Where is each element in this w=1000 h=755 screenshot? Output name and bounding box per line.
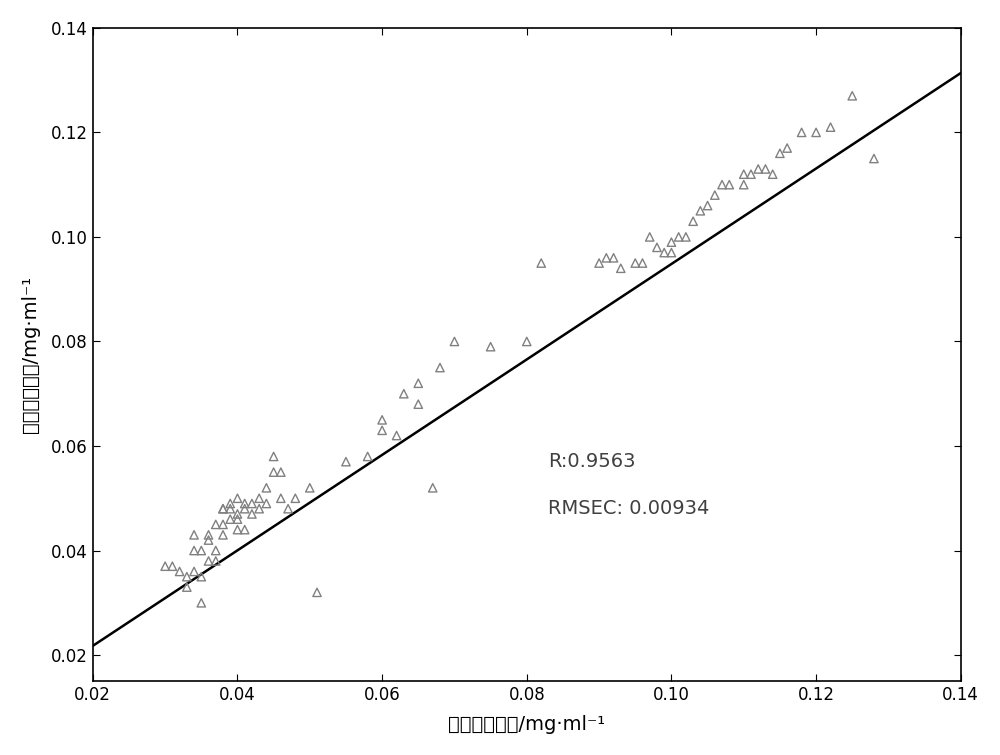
Point: [844, 90, 860, 102]
Point: [765, 168, 781, 180]
Point: [258, 482, 274, 494]
Point: [280, 503, 296, 515]
Point: [215, 503, 231, 515]
Point: [389, 430, 405, 442]
Point: [692, 205, 708, 217]
Point: [258, 498, 274, 510]
Point: [251, 492, 267, 504]
Point: [700, 199, 716, 211]
Point: [425, 482, 441, 494]
Point: [193, 596, 209, 609]
Point: [215, 503, 231, 515]
Point: [613, 262, 629, 274]
Point: [338, 455, 354, 467]
Y-axis label: 绿原酸预测值/mg·ml⁻¹: 绿原酸预测值/mg·ml⁻¹: [21, 276, 40, 433]
Point: [244, 498, 260, 510]
Point: [627, 257, 643, 269]
Point: [663, 236, 679, 248]
Point: [215, 519, 231, 531]
Point: [396, 387, 412, 399]
Point: [266, 451, 282, 463]
Point: [208, 544, 224, 556]
Point: [743, 168, 759, 180]
Point: [374, 424, 390, 436]
Point: [533, 257, 549, 269]
Text: RMSEC: 0.00934: RMSEC: 0.00934: [548, 499, 710, 518]
Point: [808, 126, 824, 138]
Point: [750, 163, 766, 175]
Point: [179, 571, 195, 583]
Point: [374, 414, 390, 426]
Point: [266, 466, 282, 478]
Point: [649, 242, 665, 254]
Point: [186, 565, 202, 578]
Point: [432, 362, 448, 374]
Point: [656, 247, 672, 259]
Point: [779, 142, 795, 154]
Point: [186, 528, 202, 541]
Point: [229, 513, 245, 525]
Point: [519, 335, 535, 347]
Point: [244, 508, 260, 520]
Point: [772, 147, 788, 159]
Point: [736, 179, 752, 191]
Point: [201, 555, 217, 567]
Point: [483, 341, 499, 353]
Point: [606, 251, 622, 263]
Point: [237, 523, 253, 535]
Point: [591, 257, 607, 269]
Point: [823, 121, 839, 133]
Point: [707, 189, 723, 201]
Point: [642, 231, 658, 243]
X-axis label: 绿原酸实测值/mg·ml⁻¹: 绿原酸实测值/mg·ml⁻¹: [448, 715, 605, 734]
Text: R:0.9563: R:0.9563: [548, 452, 636, 471]
Point: [201, 528, 217, 541]
Point: [251, 503, 267, 515]
Point: [302, 482, 318, 494]
Point: [157, 560, 173, 572]
Point: [164, 560, 180, 572]
Point: [410, 398, 426, 410]
Point: [685, 215, 701, 227]
Point: [222, 503, 238, 515]
Point: [237, 503, 253, 515]
Point: [794, 126, 810, 138]
Point: [866, 153, 882, 165]
Point: [757, 163, 773, 175]
Point: [237, 498, 253, 510]
Point: [309, 587, 325, 599]
Point: [714, 179, 730, 191]
Point: [287, 492, 303, 504]
Point: [201, 534, 217, 546]
Point: [598, 251, 614, 263]
Point: [678, 231, 694, 243]
Point: [186, 544, 202, 556]
Point: [634, 257, 650, 269]
Point: [273, 492, 289, 504]
Point: [721, 179, 737, 191]
Point: [208, 555, 224, 567]
Point: [179, 581, 195, 593]
Point: [360, 451, 376, 463]
Point: [229, 523, 245, 535]
Point: [671, 231, 687, 243]
Point: [222, 513, 238, 525]
Point: [208, 519, 224, 531]
Point: [222, 498, 238, 510]
Point: [410, 378, 426, 390]
Point: [273, 466, 289, 478]
Point: [663, 247, 679, 259]
Point: [446, 335, 462, 347]
Point: [193, 544, 209, 556]
Point: [172, 565, 188, 578]
Point: [229, 508, 245, 520]
Point: [193, 571, 209, 583]
Point: [736, 168, 752, 180]
Point: [229, 492, 245, 504]
Point: [215, 528, 231, 541]
